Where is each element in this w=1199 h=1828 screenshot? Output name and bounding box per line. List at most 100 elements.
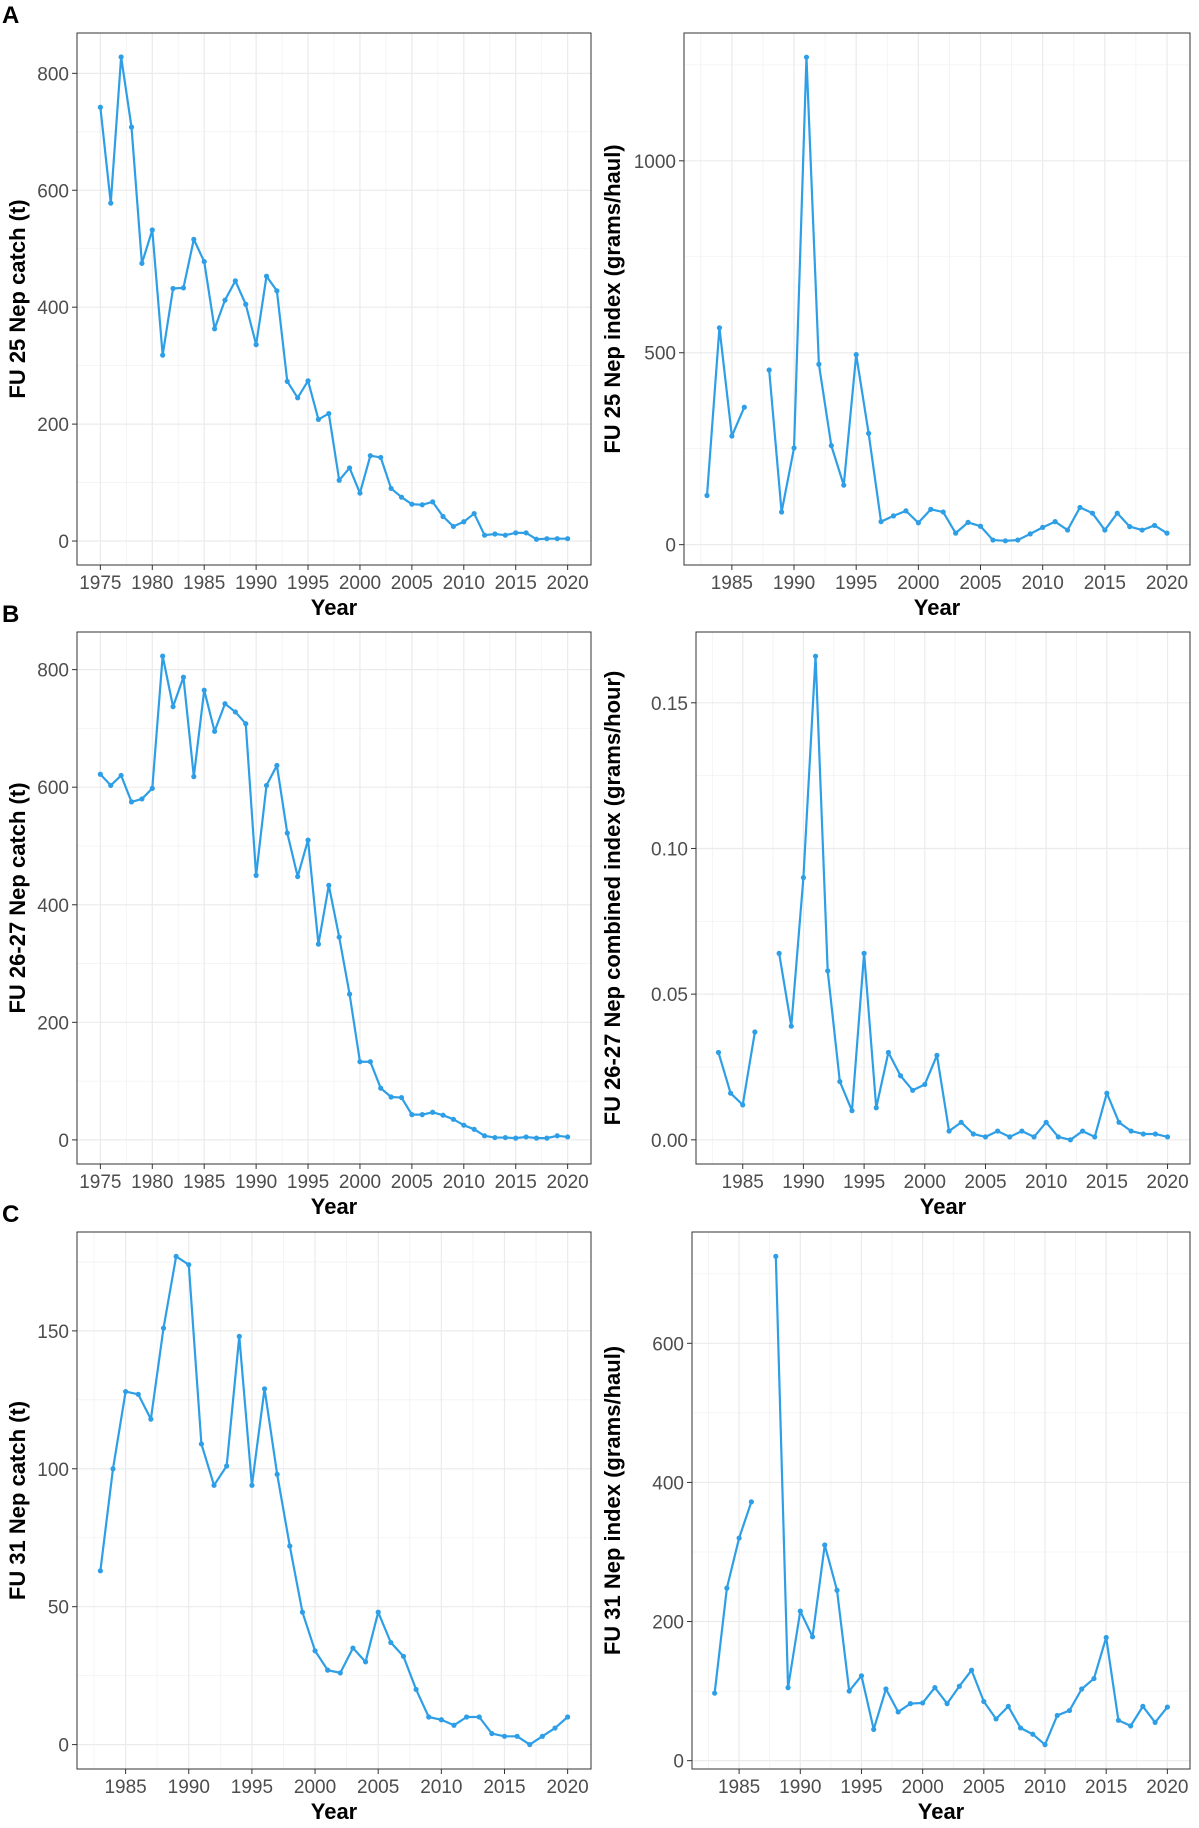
y-axis-title: FU 31 Nep index (grams/haul): [600, 1346, 625, 1655]
data-point: [834, 1587, 840, 1593]
data-point: [1040, 524, 1046, 530]
data-point: [398, 1094, 405, 1101]
data-point: [1054, 1712, 1060, 1719]
data-point: [201, 687, 207, 693]
data-point: [1128, 1128, 1134, 1134]
series-line: [717, 1031, 756, 1106]
data-point: [990, 537, 996, 543]
data-point: [940, 509, 946, 515]
data-point: [160, 1325, 167, 1331]
data-point: [873, 1105, 879, 1111]
data-point: [375, 1609, 381, 1615]
data-point: [170, 704, 176, 710]
y-axis-title: FU 26-27 Nep combined index (grams/hour): [600, 671, 625, 1126]
data-point: [430, 499, 436, 505]
data-point: [1015, 537, 1021, 543]
x-tick-label: 2020: [1146, 1172, 1188, 1193]
data-point: [910, 1087, 916, 1093]
data-point: [968, 1667, 975, 1673]
data-point: [476, 1714, 482, 1720]
data-point: [982, 1134, 989, 1140]
x-tick-label: 2020: [546, 1777, 588, 1798]
data-point: [261, 1386, 268, 1392]
data-point: [1067, 1137, 1074, 1143]
series-line: [99, 655, 568, 1140]
x-tick-label: 2020: [546, 1172, 588, 1193]
y-axis-title: FU 25 Nep catch (t): [5, 199, 30, 398]
data-point: [878, 519, 884, 525]
data-point: [123, 1388, 129, 1395]
x-tick-label: 1985: [722, 1172, 764, 1193]
data-point: [956, 1683, 962, 1689]
y-tick-label: 100: [37, 1460, 69, 1481]
data-point: [191, 774, 197, 780]
data-point: [871, 1726, 877, 1732]
data-point: [1091, 1675, 1097, 1682]
data-point: [440, 513, 446, 520]
data-point: [186, 1262, 192, 1268]
x-tick-label: 1995: [231, 1777, 273, 1798]
y-tick-label: 200: [37, 1013, 69, 1034]
data-point: [932, 1685, 938, 1691]
data-point: [346, 991, 353, 997]
data-point: [953, 530, 959, 536]
data-point: [97, 771, 103, 777]
data-point: [236, 1333, 242, 1339]
series-line: [99, 1255, 569, 1746]
data-point: [513, 530, 519, 536]
data-point: [108, 782, 114, 789]
x-tick-label: 1995: [287, 573, 329, 594]
x-tick-label: 2005: [357, 1777, 399, 1798]
data-point: [800, 875, 807, 881]
data-point: [461, 1122, 467, 1128]
data-point: [388, 1639, 394, 1646]
data-point: [253, 342, 259, 348]
data-point: [336, 477, 342, 483]
data-point: [1031, 1134, 1037, 1140]
data-point: [346, 465, 353, 471]
data-point: [173, 1253, 179, 1260]
data-point: [160, 653, 166, 659]
y-tick-label: 1000: [634, 152, 676, 173]
y-tick-label: 500: [644, 344, 676, 365]
data-point: [1079, 1128, 1086, 1134]
data-point: [523, 530, 529, 536]
data-point: [1089, 510, 1096, 516]
data-point: [523, 1134, 529, 1140]
data-point: [430, 1109, 436, 1115]
data-point: [895, 1709, 901, 1715]
y-tick-label: 0: [58, 1736, 69, 1757]
x-tick-label: 2015: [495, 573, 537, 594]
x-tick-label: 1990: [782, 1172, 824, 1193]
y-tick-label: 200: [37, 415, 69, 436]
data-point: [736, 1535, 742, 1541]
data-point: [367, 1059, 373, 1065]
data-point: [170, 285, 176, 292]
plot-border: [76, 32, 592, 566]
plot-border: [695, 631, 1191, 1165]
x-tick-label: 1985: [711, 573, 753, 594]
data-point: [1055, 1134, 1061, 1140]
series-line: [99, 55, 568, 541]
x-tick-label: 1975: [79, 573, 121, 594]
data-point: [350, 1645, 356, 1651]
data-point: [128, 799, 135, 805]
data-point: [565, 1714, 571, 1720]
x-tick-label: 1990: [235, 1172, 277, 1193]
data-point: [481, 532, 488, 538]
data-point: [325, 1667, 331, 1673]
data-point: [514, 1733, 520, 1739]
data-point: [1017, 1725, 1024, 1731]
data-point: [211, 728, 218, 734]
x-tick-label: 2005: [391, 1172, 433, 1193]
data-point: [419, 502, 425, 508]
data-point: [378, 454, 384, 461]
data-point: [440, 1112, 446, 1118]
data-point: [305, 837, 311, 843]
x-tick-label: 2015: [495, 1172, 537, 1193]
x-tick-label: 2000: [904, 1172, 946, 1193]
y-tick-label: 0: [58, 532, 69, 553]
data-point: [822, 1542, 828, 1548]
data-point: [965, 519, 971, 525]
